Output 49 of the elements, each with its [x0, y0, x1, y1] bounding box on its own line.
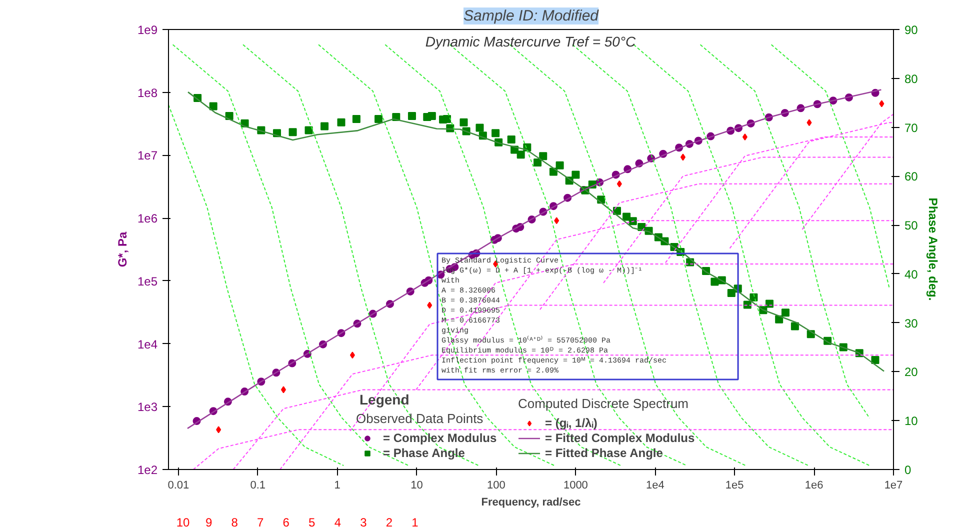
text: 7 — [256, 516, 264, 529]
annotation: Computed Discrete Spectrum — [518, 396, 690, 411]
y-tick-label: 1e7 — [137, 148, 158, 163]
y-tick-label: 1e9 — [137, 23, 158, 37]
y-tick-label: 1e3 — [137, 400, 158, 414]
legend-label: = Fitted Complex Modulus — [545, 431, 695, 445]
text: 6 — [282, 516, 290, 529]
y-tick-label: 1e4 — [137, 337, 158, 352]
x-tick-label: 0.01 — [168, 480, 190, 492]
legend-label: = Fitted Phase Angle — [545, 446, 663, 460]
y2-tick-label: 0 — [904, 463, 912, 477]
chart-title: Sample ID: Modified — [463, 8, 600, 24]
y2-tick-label: 80 — [904, 72, 918, 86]
text: 4 — [334, 516, 342, 529]
y-tick-label: 1e6 — [137, 212, 158, 226]
legend-label: = Complex Modulus — [383, 431, 497, 445]
x-tick-label: 1000 — [563, 480, 588, 492]
y-tick-label: 1e8 — [137, 86, 158, 100]
y2-tick-label: 40 — [904, 267, 918, 282]
y-tick-label: 1e2 — [137, 463, 158, 477]
x-tick-label: 100 — [487, 480, 506, 492]
y2-axis-title: Phase Angle, deg. — [926, 198, 940, 301]
y2-tick-label: 60 — [904, 170, 918, 184]
y2-tick-label: 90 — [904, 23, 918, 37]
x-axis-title: Frequency, rad/sec — [481, 496, 581, 508]
text: 10 — [176, 516, 190, 529]
y2-tick-label: 10 — [904, 414, 918, 428]
text: 3 — [360, 516, 368, 529]
legend-label: = (gᵢ, 1/λᵢ) — [545, 416, 598, 430]
y2-tick-label: 70 — [904, 120, 918, 135]
text: 5 — [308, 516, 316, 529]
x-tick-label: 0.1 — [250, 480, 266, 492]
text: 2 — [386, 516, 393, 529]
y2-tick-label: 20 — [904, 365, 918, 380]
text: 8 — [231, 516, 238, 529]
annotation: Observed Data Points — [356, 411, 484, 426]
x-tick-label: 1 — [334, 480, 340, 492]
chart-subtitle: Dynamic Mastercurve Tref = 50°C — [425, 34, 637, 50]
y2-tick-label: 50 — [904, 218, 918, 233]
y2-tick-label: 30 — [904, 316, 918, 330]
y-axis-title: G*, Pa — [115, 232, 130, 268]
x-tick-label: 1e5 — [725, 480, 744, 492]
x-tick-label: 1e6 — [804, 480, 824, 492]
x-tick-label: 1e7 — [884, 480, 903, 492]
text: 9 — [205, 516, 212, 529]
text: 1 — [412, 516, 419, 529]
x-tick-label: 1e4 — [646, 480, 664, 492]
y-tick-label: 1e5 — [137, 274, 158, 288]
x-tick-label: 10 — [410, 480, 423, 492]
